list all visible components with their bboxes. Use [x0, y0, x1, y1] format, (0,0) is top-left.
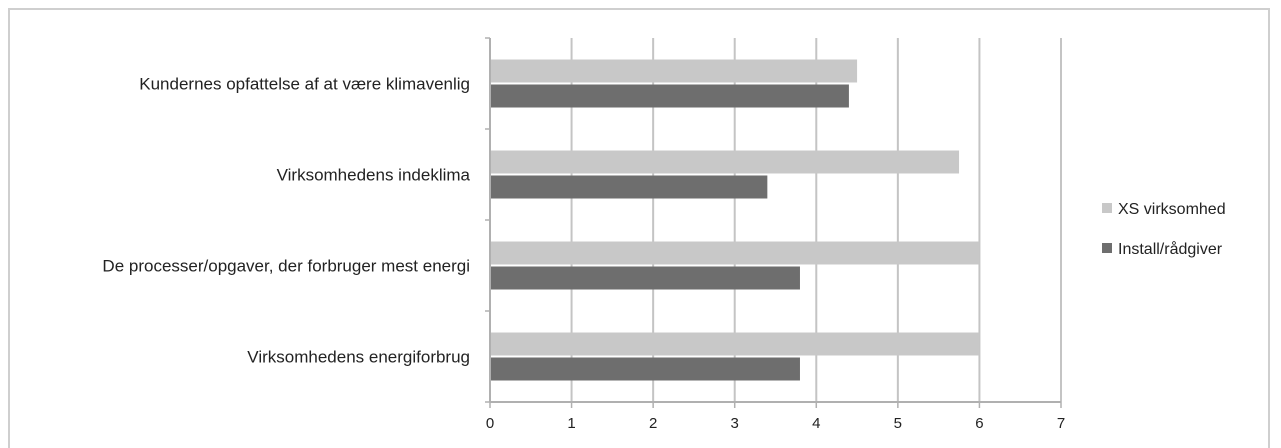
legend-label: XS virksomhed	[1118, 201, 1226, 218]
x-tick-label: 2	[649, 415, 657, 432]
bars	[490, 59, 980, 381]
legend: XS virksomhed Install/rådgiver	[1102, 201, 1226, 258]
category-labels: Kundernes opfattelse af at være klimaven…	[102, 75, 470, 367]
category-label: De processer/opgaver, der forbruger mest…	[102, 257, 470, 276]
bar	[490, 59, 858, 83]
legend-swatch	[1102, 203, 1112, 213]
x-tick-label: 4	[812, 415, 820, 432]
bar	[490, 266, 800, 290]
axes	[485, 37, 1062, 408]
bar	[490, 150, 960, 174]
bar	[490, 84, 849, 108]
x-tick-label: 7	[1057, 415, 1065, 432]
x-tick-label: 5	[894, 415, 902, 432]
x-tick-labels: 0 1 2 3 4 5 6 7	[486, 415, 1065, 432]
bar	[490, 241, 980, 265]
bar	[490, 357, 800, 381]
x-tick-label: 1	[567, 415, 575, 432]
category-label: Kundernes opfattelse af at være klimaven…	[139, 75, 470, 94]
bar	[490, 332, 980, 356]
bar	[490, 175, 768, 199]
x-tick-label: 3	[731, 415, 739, 432]
x-tick-label: 0	[486, 415, 494, 432]
x-tick-label: 6	[975, 415, 983, 432]
category-label: Virksomhedens energiforbrug	[247, 348, 470, 367]
category-label: Virksomhedens indeklima	[277, 166, 471, 185]
legend-swatch	[1102, 243, 1112, 253]
legend-label: Install/rådgiver	[1118, 240, 1223, 258]
